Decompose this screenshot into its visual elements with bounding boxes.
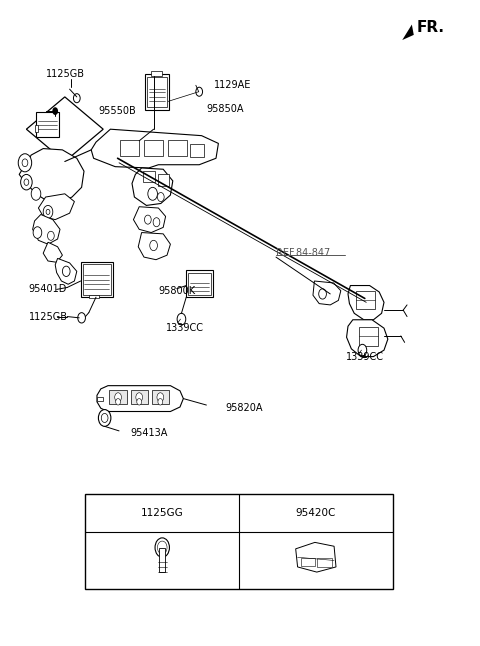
Circle shape [144,215,151,224]
Bar [186,270,213,297]
Polygon shape [38,194,74,220]
Circle shape [358,344,367,356]
Bar [152,390,169,404]
Polygon shape [19,149,84,202]
Circle shape [319,289,326,299]
Polygon shape [132,168,173,205]
Polygon shape [43,242,62,262]
Circle shape [46,209,50,214]
Circle shape [78,313,85,323]
Text: 95413A: 95413A [131,428,168,438]
Polygon shape [91,129,218,168]
Circle shape [98,410,111,426]
Bar [145,74,169,110]
Bar [168,140,187,156]
Bar [147,77,167,107]
Text: 1125GB: 1125GB [29,311,68,322]
Circle shape [136,393,143,402]
Bar [85,494,393,589]
Circle shape [137,399,142,405]
Circle shape [158,399,163,405]
Circle shape [157,193,164,202]
Circle shape [155,538,169,557]
Bar [83,264,111,295]
Polygon shape [313,281,341,305]
Polygon shape [33,214,60,244]
Text: 95401D: 95401D [29,284,67,295]
Bar [36,112,59,137]
Text: 1339CC: 1339CC [166,323,204,333]
Text: FR.: FR. [417,19,444,35]
Bar [109,390,127,404]
Circle shape [31,187,41,200]
Circle shape [116,399,120,405]
Circle shape [150,240,157,251]
Bar [151,71,162,76]
Circle shape [157,541,167,554]
Bar [159,548,165,572]
Circle shape [18,154,32,172]
Circle shape [73,94,80,103]
Bar [144,140,163,156]
Circle shape [33,227,42,238]
Text: 95800K: 95800K [158,286,195,296]
Circle shape [48,231,54,240]
Polygon shape [138,233,170,260]
Bar [190,144,204,157]
Bar [81,262,113,297]
Circle shape [52,107,58,115]
Circle shape [101,413,108,422]
Circle shape [62,266,70,276]
Bar [89,295,99,298]
Circle shape [153,218,160,227]
Bar [188,273,211,295]
Bar [143,171,155,182]
Circle shape [24,179,29,185]
Circle shape [21,174,32,190]
Circle shape [22,159,28,167]
Circle shape [157,393,164,402]
Text: 1129AE: 1129AE [214,80,251,90]
Bar [301,558,315,566]
Bar [35,125,38,132]
Text: 1125GB: 1125GB [46,69,84,79]
Bar [317,558,332,567]
Circle shape [177,313,186,325]
Polygon shape [97,386,183,412]
Circle shape [196,87,203,96]
Text: 95820A: 95820A [226,403,263,413]
Bar [158,174,169,186]
Bar [359,327,378,346]
Text: 95550B: 95550B [98,106,136,116]
Polygon shape [296,543,336,572]
Circle shape [148,187,157,200]
Text: 95420C: 95420C [296,508,336,517]
Polygon shape [55,258,77,284]
Text: REF.84-847: REF.84-847 [276,248,330,258]
Polygon shape [97,397,103,401]
Bar [356,291,375,309]
Text: 1339CC: 1339CC [346,352,384,362]
Text: 1125GG: 1125GG [141,508,184,517]
Polygon shape [402,25,414,40]
Text: 95850A: 95850A [206,103,244,114]
Polygon shape [347,320,388,357]
Polygon shape [348,286,384,320]
Circle shape [115,393,121,402]
Bar [131,390,148,404]
Bar [120,140,139,156]
Polygon shape [26,97,103,162]
Circle shape [43,205,53,218]
Polygon shape [133,207,166,233]
